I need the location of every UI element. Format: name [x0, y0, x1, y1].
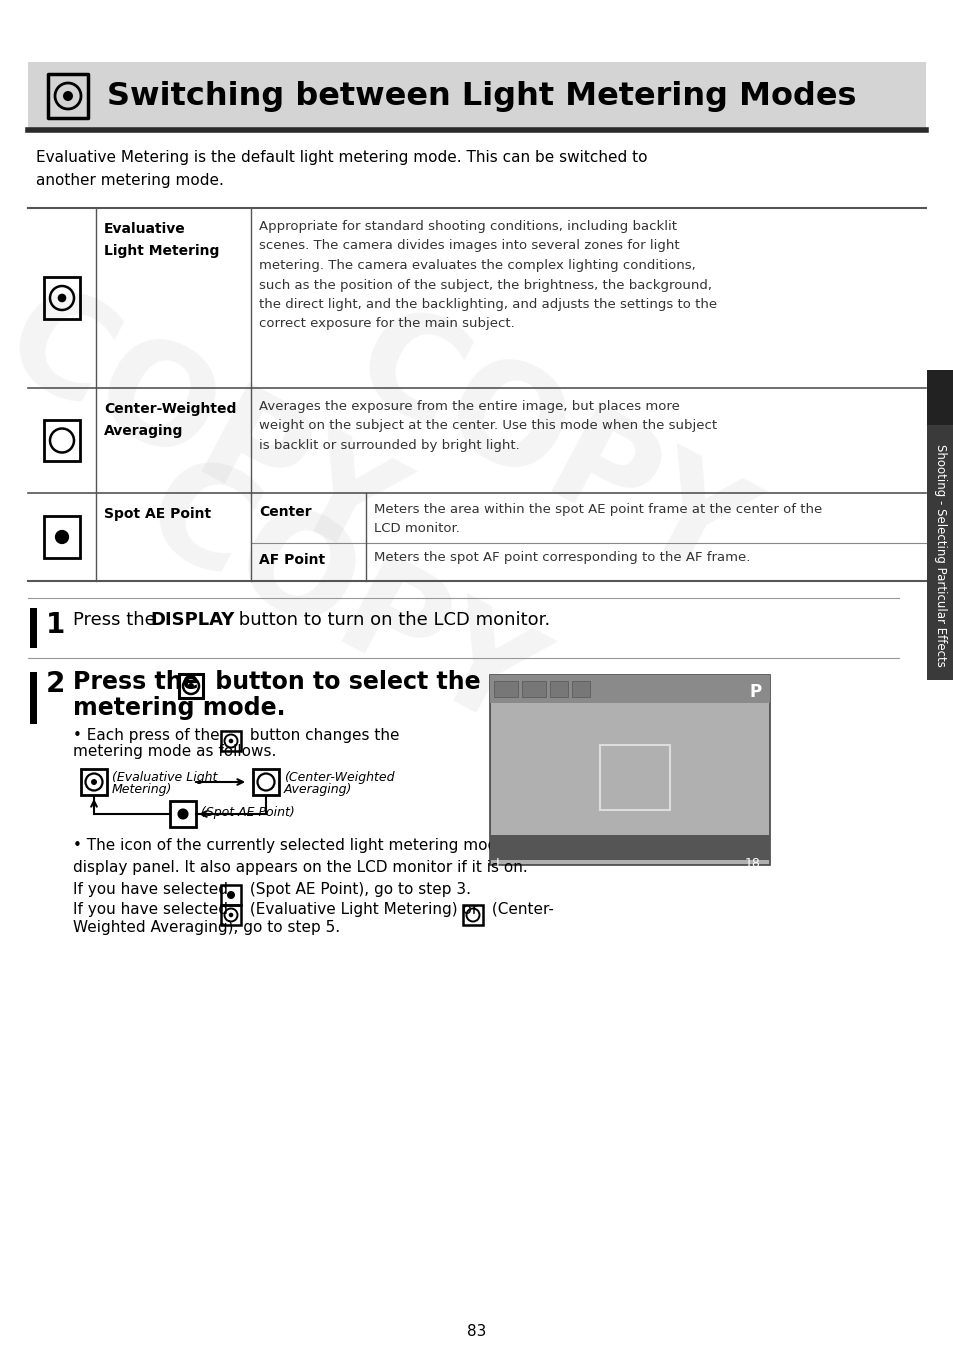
Circle shape	[229, 913, 233, 917]
Text: Averaging): Averaging)	[284, 783, 352, 796]
Bar	[81, 769, 107, 795]
Bar	[221, 886, 241, 904]
Circle shape	[57, 293, 67, 303]
Bar	[170, 800, 195, 827]
Text: metering mode as follows.: metering mode as follows.	[73, 744, 276, 758]
Circle shape	[229, 738, 233, 744]
Text: Press the: Press the	[73, 671, 207, 694]
Text: Evaluative
Light Metering: Evaluative Light Metering	[104, 222, 219, 258]
Text: 18: 18	[744, 857, 760, 869]
Text: Averages the exposure from the entire image, but places more
weight on the subje: Averages the exposure from the entire im…	[258, 400, 717, 452]
Text: • The icon of the currently selected light metering mode appears on the
display : • The icon of the currently selected lig…	[73, 838, 627, 875]
Bar	[521, 681, 545, 698]
Text: button to select the: button to select the	[207, 671, 480, 694]
Bar	[48, 74, 88, 118]
Text: P: P	[749, 683, 761, 700]
Bar	[253, 769, 278, 795]
Text: DISPLAY: DISPLAY	[150, 611, 234, 629]
Text: (Spot AE Point), go to step 3.: (Spot AE Point), go to step 3.	[245, 882, 471, 896]
Circle shape	[56, 531, 68, 544]
Text: Appropriate for standard shooting conditions, including backlit
scenes. The came: Appropriate for standard shooting condit…	[258, 220, 717, 330]
Bar	[45, 516, 79, 558]
Bar	[572, 681, 589, 698]
Text: button to turn on the LCD monitor.: button to turn on the LCD monitor.	[233, 611, 550, 629]
Text: • Each press of the: • Each press of the	[73, 727, 224, 744]
Bar	[221, 904, 241, 925]
Circle shape	[91, 779, 97, 786]
Text: (Center-Weighted: (Center-Weighted	[284, 771, 395, 784]
Bar	[462, 904, 482, 925]
Text: Meters the spot AF point corresponding to the AF frame.: Meters the spot AF point corresponding t…	[374, 552, 750, 564]
Bar	[28, 62, 925, 130]
Text: Weighted Averaging), go to step 5.: Weighted Averaging), go to step 5.	[73, 919, 340, 936]
Bar	[550, 681, 567, 698]
Text: Center-Weighted
Averaging: Center-Weighted Averaging	[104, 402, 236, 438]
Bar	[926, 370, 953, 425]
Text: Shooting - Selecting Particular Effects: Shooting - Selecting Particular Effects	[933, 443, 946, 667]
Bar	[926, 370, 953, 680]
Bar	[30, 672, 37, 725]
Bar	[490, 675, 769, 703]
Text: If you have selected: If you have selected	[73, 902, 233, 917]
Text: AF Point: AF Point	[258, 553, 325, 566]
Text: 1: 1	[46, 611, 65, 639]
Bar	[599, 745, 669, 810]
Bar	[179, 675, 203, 698]
Text: Center: Center	[258, 506, 312, 519]
Text: (Center-: (Center-	[486, 902, 554, 917]
Text: button changes the: button changes the	[245, 727, 399, 744]
Text: Press the: Press the	[73, 611, 161, 629]
Text: L: L	[496, 857, 502, 869]
Bar	[494, 681, 517, 698]
Text: Metering): Metering)	[112, 783, 172, 796]
Text: (Spot AE Point): (Spot AE Point)	[201, 806, 294, 819]
Text: If you have selected: If you have selected	[73, 882, 233, 896]
Bar	[490, 836, 769, 860]
Circle shape	[227, 891, 234, 899]
Circle shape	[63, 91, 73, 101]
Circle shape	[178, 810, 188, 818]
Text: (Evaluative Light Metering) or: (Evaluative Light Metering) or	[245, 902, 482, 917]
Text: COPY: COPY	[122, 441, 558, 758]
Bar	[45, 277, 79, 319]
Text: Meters the area within the spot AE point frame at the center of the
LCD monitor.: Meters the area within the spot AE point…	[374, 503, 821, 535]
Text: COPY: COPY	[0, 272, 417, 588]
Text: Switching between Light Metering Modes: Switching between Light Metering Modes	[107, 81, 856, 111]
Bar	[45, 419, 79, 461]
Text: 83: 83	[467, 1324, 486, 1338]
Text: 2: 2	[46, 671, 66, 698]
Text: Evaluative Metering is the default light metering mode. This can be switched to
: Evaluative Metering is the default light…	[36, 150, 647, 188]
Bar	[30, 608, 37, 648]
Bar	[221, 731, 241, 750]
Text: (Evaluative Light: (Evaluative Light	[112, 771, 217, 784]
Text: COPY: COPY	[332, 291, 767, 608]
Circle shape	[188, 683, 193, 690]
Text: metering mode.: metering mode.	[73, 696, 285, 721]
Bar	[490, 675, 769, 865]
Text: Spot AE Point: Spot AE Point	[104, 507, 211, 521]
